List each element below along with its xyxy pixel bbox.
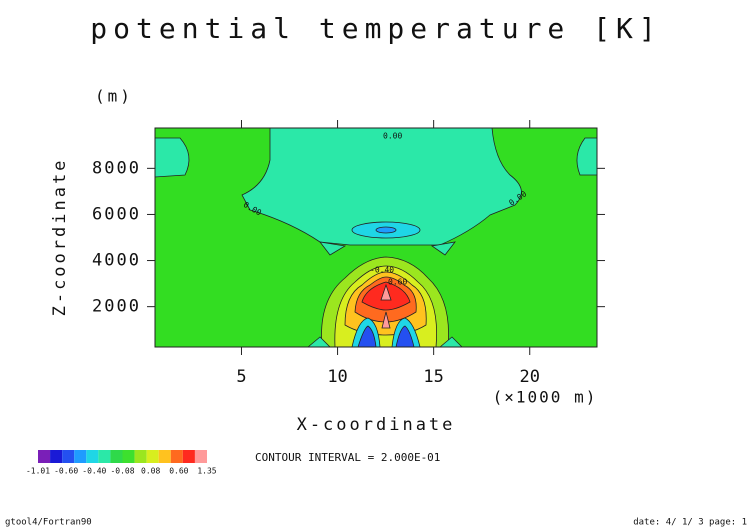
colorbar-label: -1.01 <box>26 467 50 476</box>
contour-field: 0.00 0.00 0.00 -0.40 0.60 <box>154 127 598 348</box>
colorbar-label: -0.60 <box>54 467 78 476</box>
contour-label: 0.60 <box>388 278 407 287</box>
contour-region <box>357 325 415 348</box>
y-tick-label: 6000 <box>92 204 141 224</box>
x-tick-label: 10 <box>327 367 347 387</box>
contour-interval: CONTOUR INTERVAL = 2.000E-01 <box>255 451 440 464</box>
x-tick-label: 5 <box>236 367 246 387</box>
contour-region <box>154 137 190 178</box>
colorbar-label: -0.08 <box>110 467 134 476</box>
footer-right: date: 4/ 1/ 3 page: 1 <box>633 518 747 528</box>
colorbar-swatch <box>74 450 87 463</box>
colorbar-swatch <box>38 450 51 463</box>
y-tick-label: 8000 <box>92 158 141 178</box>
footer-left: gtool4/Fortran90 <box>5 518 92 528</box>
colorbar-swatch <box>98 450 111 463</box>
colorbar-swatch <box>146 450 159 463</box>
colorbar-swatch <box>110 450 123 463</box>
contour-label: -0.40 <box>370 266 394 275</box>
contour-region <box>380 283 392 329</box>
colorbar-label: -0.40 <box>82 467 106 476</box>
colorbar-swatch <box>62 450 75 463</box>
colorbar-swatch <box>194 450 207 463</box>
colorbar-swatch <box>86 450 99 463</box>
contour-region <box>375 226 397 234</box>
contour-region <box>241 127 522 246</box>
colorbar-swatch <box>170 450 183 463</box>
colorbar-swatch <box>182 450 195 463</box>
x-tick-label: 15 <box>423 367 443 387</box>
colorbar: -1.01 -0.60 -0.40 -0.08 0.08 0.60 1.35 <box>26 450 217 476</box>
y-tick-label: 4000 <box>92 251 141 271</box>
colorbar-swatch <box>50 450 63 463</box>
x-axis-label: X-coordinate <box>297 415 456 435</box>
contour-label: 0.00 <box>383 132 402 141</box>
colorbar-label: 1.35 <box>197 467 216 476</box>
contour-region <box>319 241 456 256</box>
y-tick-label: 2000 <box>92 297 141 317</box>
colorbar-label: 0.08 <box>141 467 160 476</box>
contour-region <box>576 137 598 176</box>
colorbar-label: 0.60 <box>169 467 188 476</box>
y-axis-label: Z-coordinate <box>50 158 70 317</box>
colorbar-swatch <box>158 450 171 463</box>
x-unit: (×1000 m) <box>493 388 598 407</box>
plot-frame <box>154 127 598 348</box>
y-unit: (m) <box>95 87 133 106</box>
chart-title: potential temperature [K] <box>90 12 661 45</box>
colorbar-swatch <box>122 450 135 463</box>
x-tick-label: 20 <box>519 367 539 387</box>
colorbar-swatch <box>134 450 147 463</box>
